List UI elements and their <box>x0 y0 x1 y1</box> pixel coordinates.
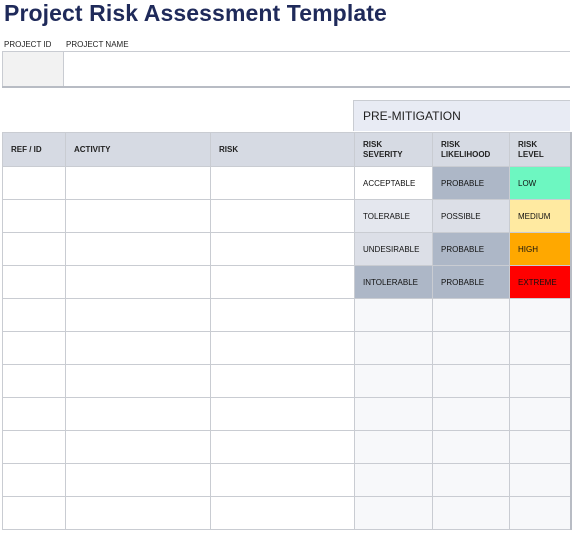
project-id-label: PROJECT ID <box>4 40 52 49</box>
risk-likelihood-cell[interactable] <box>432 298 510 332</box>
risk-cell[interactable] <box>210 430 355 464</box>
table-row <box>2 430 572 464</box>
risk-level-cell[interactable] <box>509 463 572 497</box>
risk-likelihood-cell[interactable] <box>432 430 510 464</box>
risk-likelihood-cell[interactable] <box>432 463 510 497</box>
risk-likelihood-cell[interactable] <box>432 364 510 398</box>
project-id-field[interactable] <box>2 52 64 86</box>
risk-severity-cell[interactable] <box>354 496 433 530</box>
table-header-row: REF / ID ACTIVITY RISK RISK SEVERITY RIS… <box>2 132 572 167</box>
table-row <box>2 463 572 497</box>
table-row <box>2 496 572 530</box>
table-row <box>2 364 572 398</box>
activity-cell[interactable] <box>65 496 211 530</box>
ref-id-cell[interactable] <box>2 298 66 332</box>
risk-likelihood-cell[interactable] <box>432 496 510 530</box>
risk-level-cell[interactable] <box>509 430 572 464</box>
ref-id-cell[interactable] <box>2 397 66 431</box>
risk-cell[interactable] <box>210 166 355 200</box>
ref-id-cell[interactable] <box>2 496 66 530</box>
risk-severity-cell[interactable] <box>354 364 433 398</box>
risk-likelihood-cell[interactable]: PROBABLE <box>432 232 510 266</box>
table-row: ACCEPTABLE PROBABLE LOW <box>2 166 572 200</box>
risk-level-cell[interactable]: LOW <box>509 166 572 200</box>
activity-cell[interactable] <box>65 232 211 266</box>
risk-cell[interactable] <box>210 199 355 233</box>
activity-cell[interactable] <box>65 199 211 233</box>
ref-id-cell[interactable] <box>2 364 66 398</box>
risk-likelihood-cell[interactable]: PROBABLE <box>432 166 510 200</box>
activity-cell[interactable] <box>65 166 211 200</box>
ref-id-cell[interactable] <box>2 265 66 299</box>
activity-cell[interactable] <box>65 298 211 332</box>
ref-id-cell[interactable] <box>2 463 66 497</box>
column-header-ref-id: REF / ID <box>2 132 66 167</box>
pre-mitigation-header: PRE-MITIGATION <box>353 100 570 131</box>
table-row <box>2 298 572 332</box>
risk-level-cell[interactable] <box>509 331 572 365</box>
table-row <box>2 397 572 431</box>
risk-severity-cell[interactable] <box>354 463 433 497</box>
risk-severity-cell[interactable] <box>354 397 433 431</box>
activity-cell[interactable] <box>65 364 211 398</box>
ref-id-cell[interactable] <box>2 166 66 200</box>
risk-level-cell[interactable]: MEDIUM <box>509 199 572 233</box>
divider <box>2 51 570 52</box>
column-header-activity: ACTIVITY <box>65 132 211 167</box>
table-row: TOLERABLE POSSIBLE MEDIUM <box>2 199 572 233</box>
page-title: Project Risk Assessment Template <box>4 0 387 26</box>
risk-level-cell[interactable] <box>509 397 572 431</box>
activity-cell[interactable] <box>65 463 211 497</box>
table-row: INTOLERABLE PROBABLE EXTREME <box>2 265 572 299</box>
risk-severity-cell[interactable] <box>354 331 433 365</box>
activity-cell[interactable] <box>65 265 211 299</box>
column-header-risk-severity: RISK SEVERITY <box>354 132 433 167</box>
project-info-row <box>2 52 570 88</box>
column-header-risk-likelihood: RISK LIKELIHOOD <box>432 132 510 167</box>
risk-severity-cell[interactable]: TOLERABLE <box>354 199 433 233</box>
risk-severity-cell[interactable]: INTOLERABLE <box>354 265 433 299</box>
risk-cell[interactable] <box>210 232 355 266</box>
risk-table: REF / ID ACTIVITY RISK RISK SEVERITY RIS… <box>2 132 572 530</box>
risk-level-cell[interactable]: HIGH <box>509 232 572 266</box>
ref-id-cell[interactable] <box>2 331 66 365</box>
column-header-risk: RISK <box>210 132 355 167</box>
risk-severity-cell[interactable]: ACCEPTABLE <box>354 166 433 200</box>
risk-cell[interactable] <box>210 298 355 332</box>
risk-likelihood-cell[interactable]: PROBABLE <box>432 265 510 299</box>
risk-severity-cell[interactable] <box>354 298 433 332</box>
risk-level-cell[interactable] <box>509 298 572 332</box>
risk-cell[interactable] <box>210 397 355 431</box>
risk-likelihood-cell[interactable] <box>432 397 510 431</box>
risk-level-cell[interactable] <box>509 496 572 530</box>
risk-likelihood-cell[interactable]: POSSIBLE <box>432 199 510 233</box>
ref-id-cell[interactable] <box>2 430 66 464</box>
activity-cell[interactable] <box>65 397 211 431</box>
risk-cell[interactable] <box>210 331 355 365</box>
ref-id-cell[interactable] <box>2 199 66 233</box>
activity-cell[interactable] <box>65 430 211 464</box>
risk-severity-cell[interactable] <box>354 430 433 464</box>
project-name-field[interactable] <box>64 52 570 86</box>
table-row: UNDESIRABLE PROBABLE HIGH <box>2 232 572 266</box>
risk-cell[interactable] <box>210 463 355 497</box>
table-row <box>2 331 572 365</box>
ref-id-cell[interactable] <box>2 232 66 266</box>
risk-level-cell[interactable]: EXTREME <box>509 265 572 299</box>
risk-level-cell[interactable] <box>509 364 572 398</box>
project-name-label: PROJECT NAME <box>66 40 129 49</box>
activity-cell[interactable] <box>65 331 211 365</box>
risk-cell[interactable] <box>210 265 355 299</box>
risk-likelihood-cell[interactable] <box>432 331 510 365</box>
risk-severity-cell[interactable]: UNDESIRABLE <box>354 232 433 266</box>
risk-cell[interactable] <box>210 496 355 530</box>
risk-cell[interactable] <box>210 364 355 398</box>
column-header-risk-level: RISK LEVEL <box>509 132 572 167</box>
